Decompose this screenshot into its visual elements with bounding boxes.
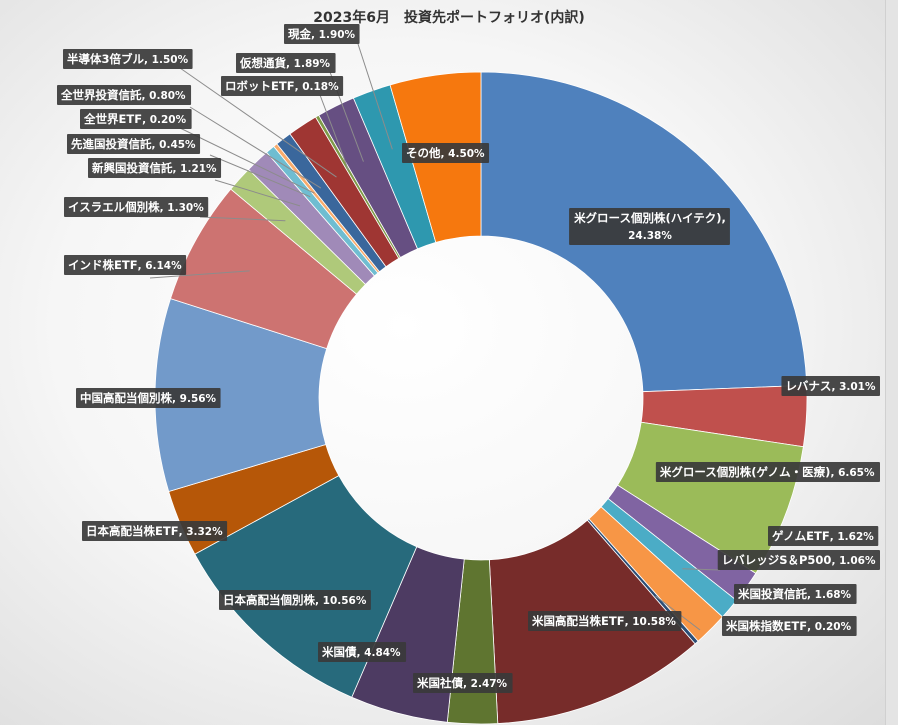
data-label-8: 米国社債, 2.47% — [413, 673, 513, 693]
svg-text:その他, 4.50%: その他, 4.50% — [406, 146, 485, 160]
svg-text:米国社債, 2.47%: 米国社債, 2.47% — [416, 676, 508, 690]
data-label-14: イスラエル個別株, 1.30% — [64, 197, 209, 217]
data-label-16: 先進国投資信託, 0.45% — [67, 134, 201, 154]
svg-text:米国株指数ETF, 0.20%: 米国株指数ETF, 0.20% — [725, 619, 852, 633]
svg-text:仮想通貨, 1.89%: 仮想通貨, 1.89% — [239, 56, 331, 70]
data-label-19: 半導体3倍ブル, 1.50% — [63, 49, 193, 69]
leader-line-16 — [209, 154, 311, 198]
chart-title: 2023年6月 投資先ポートフォリオ(内訳) — [313, 10, 585, 26]
leader-line-14 — [199, 216, 286, 222]
svg-text:米国債, 4.84%: 米国債, 4.84% — [321, 645, 401, 659]
svg-text:米国高配当株ETF, 10.58%: 米国高配当株ETF, 10.58% — [531, 614, 676, 628]
data-label-4: レバレッジS＆P500, 1.06% — [717, 550, 880, 570]
data-label-23: その他, 4.50% — [402, 143, 490, 163]
data-label-15: 新興国投資信託, 1.21% — [88, 158, 222, 178]
svg-text:米国投資信託, 1.68%: 米国投資信託, 1.68% — [737, 587, 852, 601]
svg-text:日本高配当個別株, 10.56%: 日本高配当個別株, 10.56% — [223, 593, 367, 607]
svg-text:全世界ETF, 0.20%: 全世界ETF, 0.20% — [83, 112, 187, 126]
svg-text:全世界投資信託, 0.80%: 全世界投資信託, 0.80% — [60, 88, 186, 102]
data-labels: 米グロース個別株(ハイテク), 24.38% レバナス, 3.01% 米グロース個別株… — [57, 24, 880, 693]
data-label-22: 現金, 1.90% — [284, 24, 360, 44]
data-label-7: 米国高配当株ETF, 10.58% — [528, 611, 682, 631]
leader-line-4 — [682, 568, 721, 571]
leader-line-22 — [357, 43, 393, 150]
leader-line-13 — [149, 270, 250, 279]
data-label-1: レバナス, 3.01% — [781, 376, 880, 396]
data-label-6: 米国株指数ETF, 0.20% — [722, 616, 857, 636]
scrollbar-strip — [885, 0, 898, 725]
svg-text:レバナス, 3.01%: レバナス, 3.01% — [785, 379, 876, 393]
leader-lines — [149, 43, 721, 631]
leader-line-20 — [319, 94, 349, 170]
svg-text:米グロース個別株(ゲノム・医療), 6.65%: 米グロース個別株(ゲノム・医療), 6.65% — [659, 465, 875, 479]
svg-text:中国高配当個別株, 9.56%: 中国高配当個別株, 9.56% — [80, 391, 217, 405]
data-label-9: 米国債, 4.84% — [318, 642, 407, 662]
data-label-2: 米グロース個別株(ゲノム・医療), 6.65% — [655, 462, 880, 482]
svg-text:現金, 1.90%: 現金, 1.90% — [288, 27, 356, 41]
svg-text:イスラエル個別株, 1.30%: イスラエル個別株, 1.30% — [68, 200, 204, 214]
data-label-3: ゲノムETF, 1.62% — [768, 526, 879, 546]
data-label-21: 仮想通貨, 1.89% — [236, 53, 336, 73]
svg-text:ゲノムETF, 1.62%: ゲノムETF, 1.62% — [772, 529, 874, 543]
svg-text:日本高配当株ETF, 3.32%: 日本高配当株ETF, 3.32% — [86, 524, 223, 538]
svg-text:24.38%: 24.38% — [628, 230, 672, 242]
svg-text:レバレッジS＆P500, 1.06%: レバレッジS＆P500, 1.06% — [722, 553, 876, 567]
data-label-5: 米国投資信託, 1.68% — [734, 584, 857, 604]
data-label-0: 米グロース個別株(ハイテク), 24.38% — [569, 208, 730, 245]
data-label-12: 中国高配当個別株, 9.56% — [76, 388, 221, 408]
data-label-17: 全世界ETF, 0.20% — [80, 109, 192, 129]
data-label-10: 日本高配当個別株, 10.56% — [219, 590, 371, 610]
svg-text:米グロース個別株(ハイテク),: 米グロース個別株(ハイテク), — [573, 211, 726, 225]
svg-text:半導体3倍ブル, 1.50%: 半導体3倍ブル, 1.50% — [67, 52, 189, 66]
data-label-11: 日本高配当株ETF, 3.32% — [82, 521, 228, 541]
svg-text:新興国投資信託, 1.21%: 新興国投資信託, 1.21% — [92, 161, 217, 175]
leader-line-19 — [179, 67, 337, 178]
leader-line-18 — [189, 106, 322, 189]
slices — [154, 71, 808, 725]
data-label-18: 全世界投資信託, 0.80% — [57, 85, 192, 105]
svg-text:ロボットETF, 0.18%: ロボットETF, 0.18% — [225, 79, 339, 93]
leader-line-15 — [214, 179, 301, 207]
leader-line-17 — [179, 127, 315, 194]
svg-text:インド株ETF, 6.14%: インド株ETF, 6.14% — [68, 258, 182, 272]
data-label-13: インド株ETF, 6.14% — [64, 255, 187, 275]
svg-text:先進国投資信託, 0.45%: 先進国投資信託, 0.45% — [71, 137, 196, 151]
data-label-20: ロボットETF, 0.18% — [221, 76, 344, 96]
